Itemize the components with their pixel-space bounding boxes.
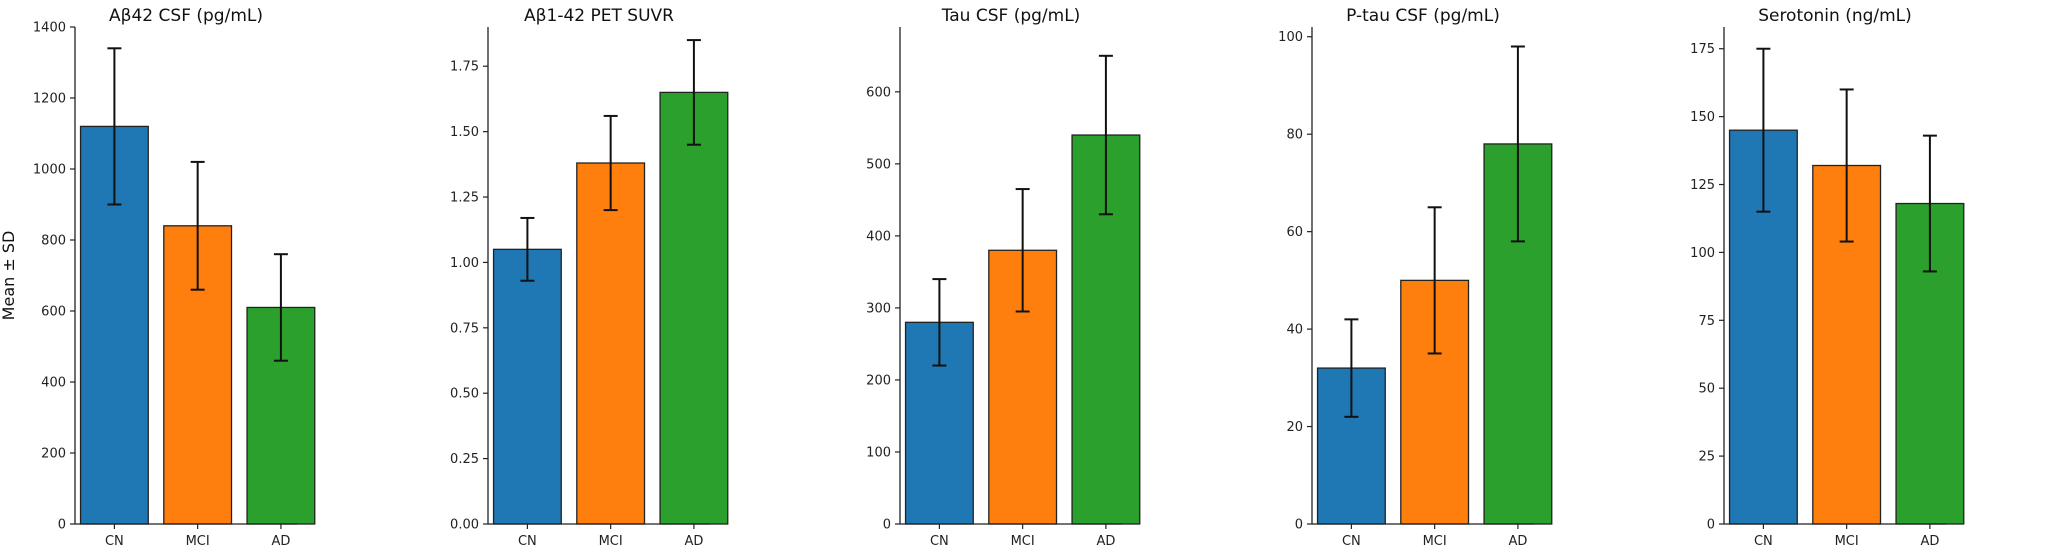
y-tick-label: 75 <box>1698 314 1715 329</box>
y-tick-label: 800 <box>41 234 66 249</box>
y-tick-label: 125 <box>1690 178 1715 193</box>
y-tick-label: 500 <box>866 157 891 172</box>
x-tick-label: MCI <box>599 534 623 549</box>
chart-panel-4: Serotonin (ng/mL) CN MCI AD 0 25 50 75 100 125 150… <box>1690 6 1965 549</box>
y-tick-label: 600 <box>41 305 66 320</box>
y-tick-label: 175 <box>1690 42 1715 57</box>
y-axis-label: Mean ± SD <box>0 231 18 321</box>
x-tick-label: MCI <box>1423 534 1447 549</box>
y-tick-label: 400 <box>866 229 891 244</box>
bar-ad <box>659 91 729 525</box>
y-tick-label: 0.50 <box>450 387 479 402</box>
y-tick-label: 60 <box>1286 225 1303 240</box>
x-tick-label: CN <box>1754 534 1773 549</box>
y-tick-label: 100 <box>1690 246 1715 261</box>
bar-mci <box>576 162 646 525</box>
y-tick-label: 1.25 <box>450 191 479 206</box>
y-tick-label: 1400 <box>33 21 66 36</box>
y-tick-label: 1.50 <box>450 125 479 140</box>
y-tick-label: 40 <box>1286 323 1303 338</box>
chart-title: Tau CSF (pg/mL) <box>941 6 1081 26</box>
y-tick-label: 0 <box>58 518 66 533</box>
chart-panel-2: Tau CSF (pg/mL) CN MCI AD 0 100 200 300 400 500 60… <box>866 6 1141 549</box>
chart-title: P-tau CSF (pg/mL) <box>1346 6 1500 26</box>
y-tick-label: 0 <box>1295 518 1303 533</box>
y-tick-label: 0 <box>1707 518 1715 533</box>
bar-cn <box>492 248 562 525</box>
y-tick-label: 20 <box>1286 420 1303 435</box>
x-tick-label: MCI <box>186 534 210 549</box>
chart-title: Aβ1-42 PET SUVR <box>524 6 674 26</box>
y-tick-label: 400 <box>41 376 66 391</box>
x-tick-label: CN <box>930 534 949 549</box>
y-tick-label: 100 <box>866 445 891 460</box>
y-tick-label: 1.75 <box>450 60 479 75</box>
y-tick-label: 25 <box>1698 450 1715 465</box>
y-tick-label: 0.00 <box>450 518 479 533</box>
x-tick-label: CN <box>105 534 124 549</box>
x-tick-label: AD <box>1096 534 1115 549</box>
y-tick-label: 150 <box>1690 110 1715 125</box>
y-tick-label: 1.00 <box>450 256 479 271</box>
y-tick-label: 100 <box>1278 30 1303 45</box>
chart-panel-1: Aβ1-42 PET SUVR CN MCI AD 0.00 0.25 0.50 0.75 1.… <box>450 6 729 549</box>
x-tick-label: CN <box>1342 534 1361 549</box>
y-tick-label: 1000 <box>33 163 66 178</box>
chart-panel-3: P-tau CSF (pg/mL) CN MCI AD 0 20 40 60 80 100 <box>1278 6 1553 549</box>
y-tick-label: 200 <box>41 447 66 462</box>
y-tick-label: 300 <box>866 301 891 316</box>
chart-panel-0: Aβ42 CSF (pg/mL) Mean ± SD CN MCI AD 0 200 400 6… <box>0 6 316 549</box>
y-tick-label: 1200 <box>33 92 66 107</box>
x-tick-label: AD <box>271 534 290 549</box>
chart-title: Serotonin (ng/mL) <box>1758 6 1912 26</box>
y-tick-label: 0 <box>883 518 891 533</box>
y-tick-label: 600 <box>866 85 891 100</box>
y-tick-label: 0.25 <box>450 452 479 467</box>
chart-title: Aβ42 CSF (pg/mL) <box>109 6 263 26</box>
x-tick-label: CN <box>518 534 537 549</box>
x-tick-label: MCI <box>1835 534 1859 549</box>
x-tick-label: AD <box>684 534 703 549</box>
y-tick-label: 80 <box>1286 128 1303 143</box>
x-tick-label: AD <box>1508 534 1527 549</box>
y-tick-label: 0.75 <box>450 321 479 336</box>
x-tick-label: AD <box>1920 534 1939 549</box>
y-tick-label: 50 <box>1698 382 1715 397</box>
x-tick-label: MCI <box>1011 534 1035 549</box>
y-tick-label: 200 <box>866 373 891 388</box>
